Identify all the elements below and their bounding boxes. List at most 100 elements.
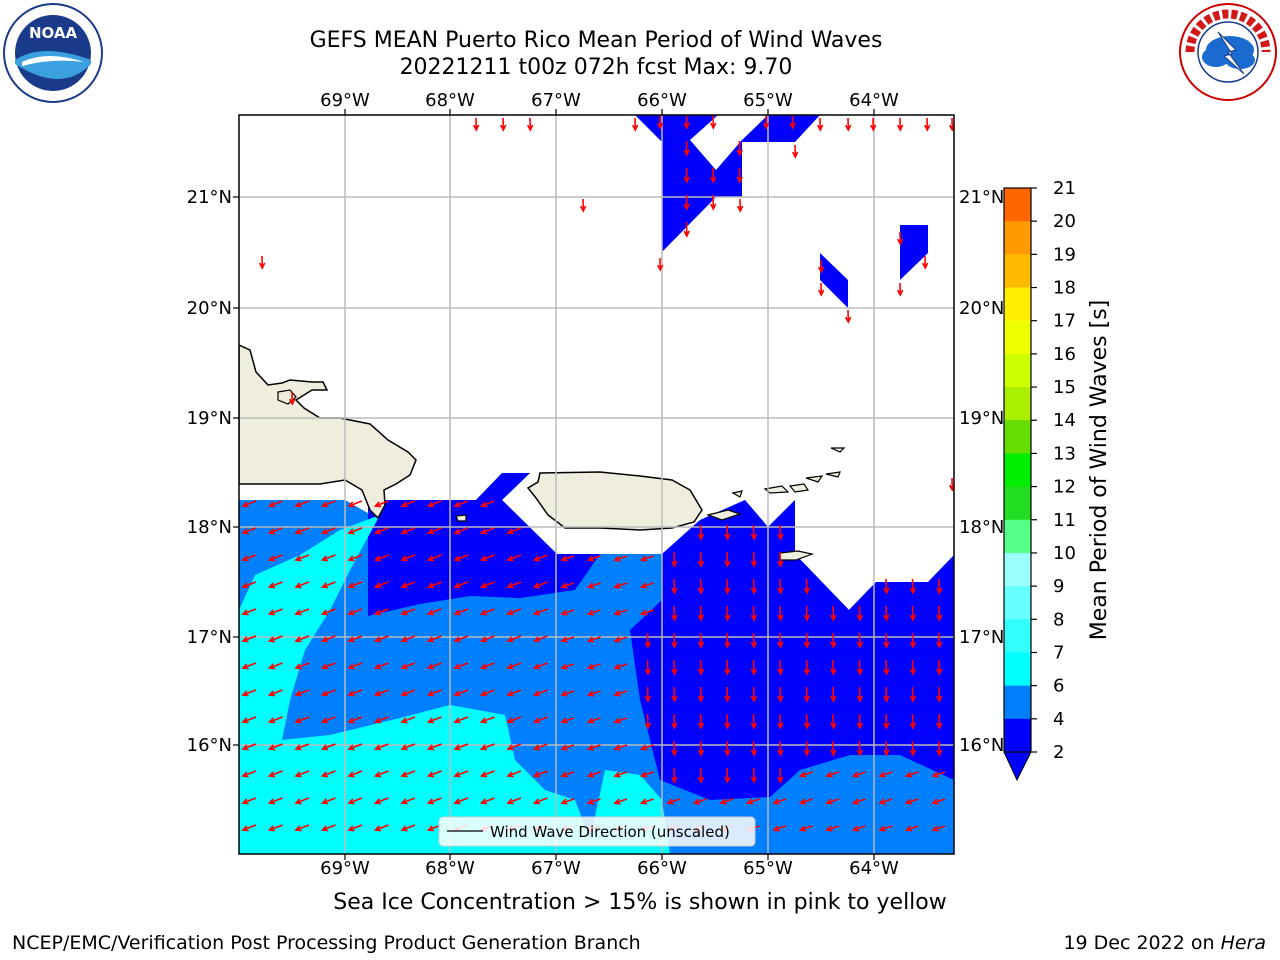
- wind-wave-arrow: [320, 554, 336, 562]
- colorbar-segment: [1004, 320, 1031, 355]
- colorbar-segment: [1004, 287, 1031, 322]
- wind-wave-arrow: [586, 690, 601, 697]
- wind-wave-arrow: [923, 117, 931, 132]
- wind-wave-arrow: [613, 771, 628, 778]
- wind-wave-arrow: [426, 743, 442, 751]
- wind-wave-arrow: [400, 797, 416, 805]
- wind-wave-arrow: [267, 716, 283, 724]
- wind-wave-arrow: [803, 632, 811, 649]
- wind-wave-arrow: [798, 771, 813, 778]
- wind-wave-arrow: [560, 744, 575, 751]
- wind-wave-arrow: [936, 605, 943, 622]
- wind-wave-arrow: [909, 686, 917, 703]
- colorbar-segment: [1004, 586, 1031, 620]
- wind-wave-arrow: [479, 581, 495, 589]
- wind-wave-arrow: [613, 582, 628, 589]
- colorbar-segment: [1004, 254, 1031, 289]
- wind-wave-arrow: [931, 771, 946, 778]
- wind-wave-arrow: [586, 771, 601, 778]
- wind-wave-arrow: [400, 770, 416, 778]
- colorbar-tick-label: 17: [1053, 311, 1076, 332]
- wind-wave-arrow: [586, 717, 601, 724]
- wind-wave-arrow: [320, 500, 336, 508]
- wind-wave-arrow: [644, 713, 652, 730]
- wind-wave-arrow: [426, 662, 442, 670]
- wind-wave-arrow: [745, 798, 760, 805]
- wind-wave-arrow: [241, 797, 257, 805]
- wind-wave-arrow: [426, 500, 442, 508]
- wind-wave-arrow: [347, 770, 363, 778]
- date-credit: 19 Dec 2022 on Hera: [1063, 932, 1266, 954]
- lat-label-right: 16°N: [959, 735, 1004, 756]
- colorbar-tick-label: 12: [1053, 477, 1076, 498]
- colorbar-tick-label: 9: [1053, 576, 1064, 597]
- wind-wave-arrow: [400, 662, 416, 670]
- wind-wave-arrow: [373, 608, 389, 616]
- wind-wave-arrow: [750, 740, 758, 757]
- wind-wave-arrow: [586, 555, 601, 562]
- wind-wave-arrow: [426, 689, 442, 697]
- wind-wave-arrow: [724, 632, 731, 649]
- wind-wave-arrow: [644, 686, 652, 703]
- wind-wave-arrow: [683, 194, 690, 211]
- wind-wave-arrow: [683, 221, 690, 238]
- wind-wave-arrow: [762, 115, 770, 130]
- wind-wave-arrow: [373, 527, 389, 535]
- wind-wave-arrow: [506, 581, 522, 589]
- wind-wave-arrow: [506, 635, 522, 643]
- wind-wave-arrow: [400, 635, 416, 643]
- wind-wave-arrow: [267, 689, 283, 697]
- wind-wave-arrow: [936, 740, 943, 757]
- wind-wave-arrow: [777, 659, 784, 676]
- colorbar-segment: [1004, 519, 1031, 554]
- colorbar-tick-label: 8: [1053, 609, 1064, 630]
- wave-period-below-2-patch3: [900, 225, 928, 280]
- wind-wave-arrow: [851, 798, 866, 805]
- wind-wave-arrow: [639, 555, 654, 562]
- wind-wave-arrow: [506, 662, 522, 670]
- wind-wave-arrow: [453, 581, 469, 589]
- wind-wave-arrow: [479, 608, 495, 616]
- noaa-logo: NOAA: [3, 3, 103, 103]
- wind-wave-arrow: [241, 500, 257, 508]
- wind-wave-arrow: [241, 554, 257, 562]
- wind-wave-arrow: [532, 581, 548, 589]
- wind-wave-arrow: [267, 662, 283, 670]
- wind-wave-arrow: [856, 632, 864, 649]
- land-hispaniola: [239, 344, 417, 520]
- wind-wave-arrow: [697, 767, 705, 784]
- wind-wave-arrow: [506, 743, 522, 751]
- wind-wave-arrow: [400, 824, 416, 832]
- wind-wave-arrow: [320, 608, 336, 616]
- wind-wave-arrow: [697, 740, 705, 757]
- wind-wave-arrow: [506, 716, 522, 724]
- wind-wave-arrow: [426, 797, 442, 805]
- wind-wave-arrow: [586, 744, 601, 751]
- wind-wave-arrow: [506, 797, 522, 805]
- noaa-logo-text: NOAA: [29, 24, 78, 42]
- wind-wave-arrow: [241, 716, 257, 724]
- wave-period-below-2-north: [368, 473, 600, 616]
- wind-wave-arrow: [453, 662, 469, 670]
- wind-wave-arrow: [532, 662, 548, 670]
- wind-wave-arrow: [400, 581, 416, 589]
- wind-wave-arrow: [294, 662, 310, 670]
- wind-wave-arrow: [772, 825, 787, 832]
- wind-wave-arrow: [709, 167, 717, 184]
- lon-label-bottom: 65°W: [743, 858, 793, 879]
- wind-wave-arrow: [499, 117, 507, 132]
- wind-wave-arrow: [320, 797, 336, 805]
- wind-wave-arrow: [656, 115, 664, 130]
- wind-wave-arrow: [267, 500, 283, 508]
- land-mona: [455, 514, 467, 522]
- wave-period-below-2-patch1: [635, 115, 820, 252]
- wind-wave-arrow: [736, 198, 744, 213]
- wind-wave-arrow: [909, 605, 917, 622]
- wind-wave-arrow: [878, 771, 893, 778]
- wind-wave-arrow: [400, 743, 416, 751]
- wind-wave-arrow: [791, 144, 799, 159]
- wind-wave-arrow: [830, 659, 837, 676]
- lon-label-top: 65°W: [743, 90, 793, 111]
- wind-wave-arrow: [373, 824, 389, 832]
- wind-wave-arrow: [750, 767, 758, 784]
